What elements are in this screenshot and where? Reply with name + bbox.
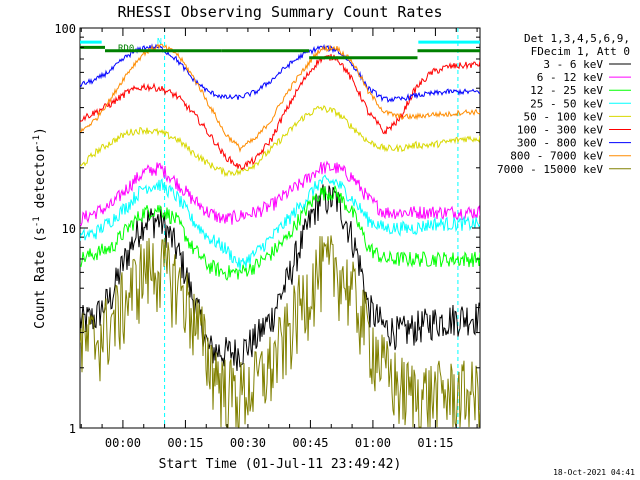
y-tick-label: 1 [69,422,76,436]
y-tick-label: 100 [54,22,76,36]
legend-entry: 3 - 6 keV [543,58,603,71]
legend-entry: 12 - 25 keV [530,84,603,97]
series-line [80,184,480,372]
series-line [80,105,480,178]
rd0-label: RD0 [118,44,134,54]
series-line [80,185,480,281]
x-tick-label: 01:15 [417,436,453,450]
series-line [80,43,480,103]
legend: Det 1,3,4,5,6,9,FDecim 1, Att 03 - 6 keV… [497,32,631,176]
x-tick-label: 00:30 [230,436,266,450]
legend-entry: 25 - 50 keV [530,97,603,110]
series-line [80,53,480,171]
x-axis-label: Start Time (01-Jul-11 23:49:42) [159,457,402,472]
x-tick-label: 00:15 [167,436,203,450]
legend-header: FDecim 1, Att 0 [531,45,630,58]
legend-header: Det 1,3,4,5,6,9, [524,32,630,45]
plot-layer: RD0 N [80,28,480,428]
x-tick-label: 00:45 [292,436,328,450]
axis-layer: 1 10 100 00:00 00:15 00:30 00:45 01:00 01:15 [54,22,480,450]
y-tick-label: 10 [62,222,76,236]
series-line [80,160,480,227]
render-timestamp: 18-Oct-2021 04:41 [553,468,635,477]
night-label: N [157,37,162,46]
legend-entry: 6 - 12 keV [537,71,604,84]
y-axis-label: Count Rate (s-1 detector-1) [32,127,48,329]
x-tick-label: 01:00 [355,436,391,450]
legend-entry: 300 - 800 keV [517,137,603,150]
series-line [80,174,480,271]
x-tick-label: 00:00 [105,436,141,450]
legend-entry: 800 - 7000 keV [510,150,603,163]
legend-entry: 100 - 300 keV [517,124,603,137]
series-line [80,43,480,153]
legend-entry: 7000 - 15000 keV [497,163,603,176]
series-line [80,235,480,428]
chart-title: RHESSI Observing Summary Count Rates [117,3,442,21]
legend-entry: 50 - 100 keV [524,110,604,123]
